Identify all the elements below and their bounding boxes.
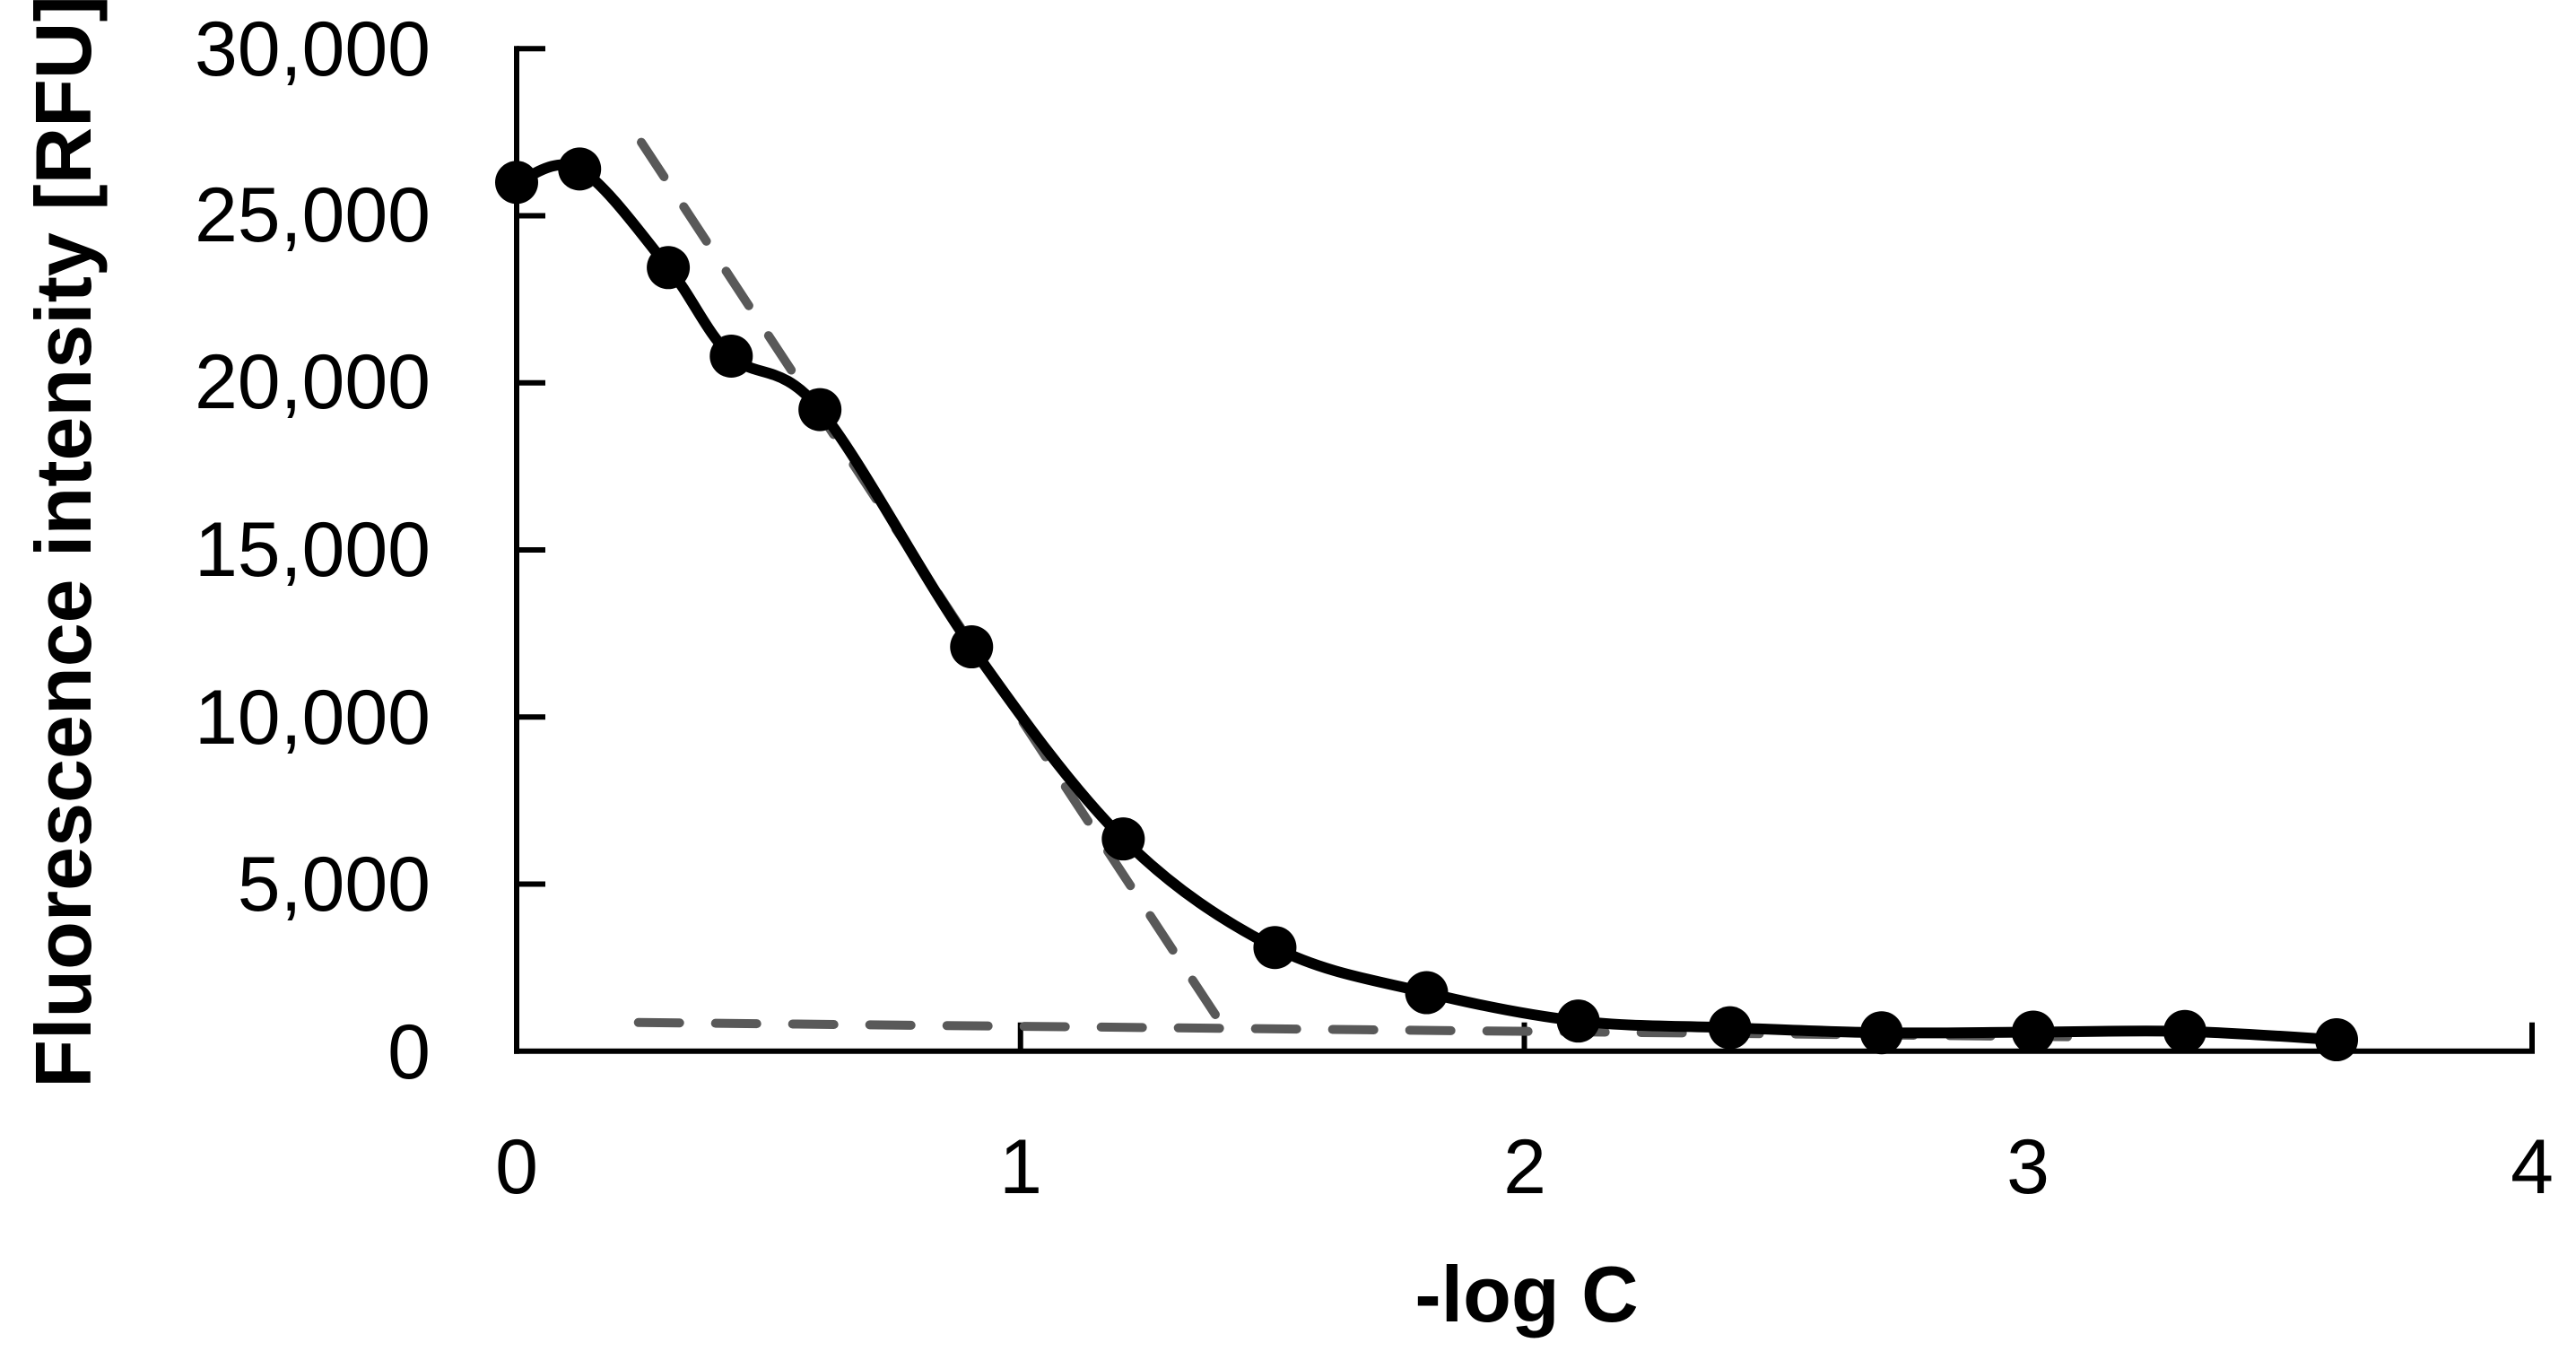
y-tick-labels: 0 5,000 10,000 15,000 20,000 25,000 30,0…	[195, 6, 431, 1095]
data-point-marker	[1859, 1011, 1903, 1055]
y-axis-title: Fluorescence intensity [RFU]	[19, 0, 108, 1088]
data-point-marker	[709, 334, 753, 378]
x-tick-label-0: 0	[495, 1124, 538, 1210]
y-tick-label-30000: 30,000	[195, 6, 431, 92]
data-point-marker	[2315, 1018, 2359, 1062]
x-tick-label-1: 1	[999, 1124, 1042, 1210]
data-point-marker	[2163, 1009, 2206, 1053]
data-point-marker	[495, 161, 538, 205]
x-tick-label-4: 4	[2511, 1124, 2554, 1210]
y-tick-label-0: 0	[387, 1009, 431, 1095]
data-point-marker	[1405, 971, 1449, 1015]
y-tick-label-20000: 20,000	[195, 339, 431, 425]
data-point-marker	[647, 246, 691, 290]
data-point-marker	[2011, 1010, 2055, 1054]
x-tick-labels: 0 1 2 3 4	[495, 1124, 2554, 1210]
x-axis-title: -log C	[1414, 1250, 1638, 1338]
data-point-marker	[798, 388, 842, 432]
data-point-marker	[1556, 999, 1600, 1043]
data-point-marker	[558, 147, 602, 191]
x-tick-label-2: 2	[1503, 1124, 1546, 1210]
x-tick-label-3: 3	[2006, 1124, 2049, 1210]
y-tick-label-5000: 5,000	[238, 841, 431, 928]
data-point-marker	[950, 625, 994, 669]
data-point-marker	[1253, 926, 1297, 970]
y-tick-label-25000: 25,000	[195, 172, 431, 258]
linear-range-fit-line	[637, 137, 1226, 1029]
y-tick-label-15000: 15,000	[195, 507, 431, 593]
y-axis	[514, 46, 545, 1054]
y-axis-ticks	[517, 46, 545, 887]
series-markers	[495, 147, 2359, 1062]
data-point-marker	[1101, 817, 1145, 861]
data-point-marker	[1708, 1006, 1752, 1050]
y-tick-label-10000: 10,000	[195, 675, 431, 761]
